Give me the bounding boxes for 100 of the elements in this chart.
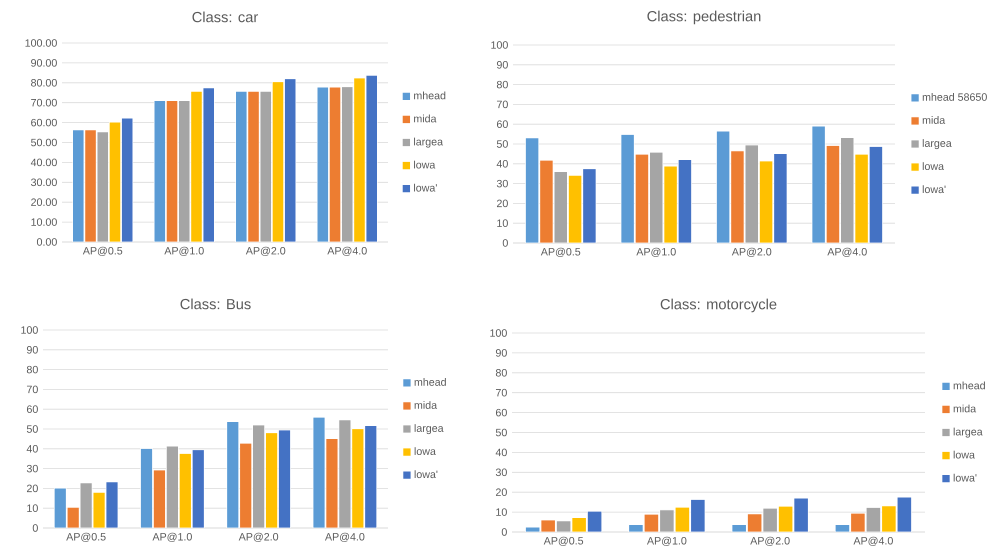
bar (312, 416, 326, 528)
chart-title: Class: Bus (180, 298, 251, 310)
y-tick-label: 20 (26, 484, 38, 492)
legend-label: largea (414, 424, 444, 434)
y-tick-label: 60 (26, 405, 38, 413)
y-tick-label: 20.00 (31, 198, 57, 206)
bar (762, 508, 778, 532)
bar (778, 506, 794, 532)
legend-label: lowa (414, 160, 436, 169)
x-tick-label: AP@1.0 (646, 536, 686, 546)
y-tick-label: 90.00 (31, 59, 57, 67)
bar (840, 137, 854, 243)
bar (190, 91, 202, 242)
legend-label: lowa (954, 450, 975, 459)
legend-label: mhead (414, 92, 446, 100)
y-tick-label: 50.00 (31, 138, 57, 146)
y-tick-label: 0 (502, 239, 508, 247)
bar (278, 430, 291, 528)
x-tick-label: AP@1.0 (164, 246, 204, 256)
y-tick-label: 60 (496, 120, 508, 128)
bar (66, 507, 80, 528)
x-tick-label: AP@4.0 (853, 536, 893, 546)
x-tick-label: AP@4.0 (324, 532, 364, 542)
y-tick-label: 10 (27, 504, 38, 512)
bar (248, 91, 260, 242)
legend-label: lowa (414, 447, 436, 456)
x-tick-label: AP@0.5 (544, 536, 584, 546)
bar (352, 428, 364, 528)
legend-label: lowa' (922, 185, 946, 194)
bar (226, 421, 240, 528)
bar (106, 482, 118, 528)
y-tick-label: 40 (26, 445, 38, 453)
y-tick-label: 90 (26, 346, 38, 354)
y-tick-label: 30 (26, 464, 38, 472)
y-tick-label: 80 (496, 369, 507, 377)
bar (866, 507, 881, 532)
bar (179, 453, 192, 528)
bar (54, 488, 67, 528)
x-tick-label: AP@4.0 (327, 246, 367, 256)
bar (72, 130, 84, 242)
bar (192, 449, 205, 528)
x-tick-label: AP@1.0 (636, 248, 676, 257)
y-tick-label: 40 (496, 160, 508, 168)
y-tick-label: 50 (496, 428, 507, 436)
y-tick-label: 80 (496, 80, 508, 88)
y-tick-label: 70 (496, 388, 507, 396)
x-tick-label: AP@1.0 (152, 532, 192, 542)
legend-label: largea (954, 428, 983, 438)
legend-label: mhead (414, 378, 446, 386)
bar (92, 492, 106, 528)
bar (166, 100, 178, 242)
y-tick-label: 70.00 (31, 98, 57, 106)
x-tick-label: AP@4.0 (827, 248, 867, 257)
y-tick-label: 50 (26, 425, 38, 433)
bar (364, 425, 378, 528)
y-tick-label: 0 (32, 524, 38, 532)
y-tick-label: 20 (496, 488, 507, 496)
bar (674, 506, 690, 532)
bar (109, 122, 121, 242)
bar (272, 81, 284, 242)
y-tick-label: 10 (496, 508, 507, 516)
legend-label: largea (922, 139, 952, 150)
bar (326, 438, 338, 528)
x-tick-label: AP@0.5 (82, 246, 122, 256)
x-tick-label: AP@0.5 (540, 248, 580, 257)
legend-label: lowa' (414, 184, 437, 192)
y-tick-label: 100 (490, 329, 507, 337)
y-tick-label: 30 (496, 180, 508, 188)
chart-title: Class: motorcycle (660, 298, 776, 312)
y-tick-label: 50 (496, 140, 508, 148)
y-tick-label: 40.00 (30, 158, 57, 166)
y-tick-label: 30 (496, 468, 507, 476)
bar (354, 78, 366, 242)
bar (235, 91, 248, 242)
bar (366, 75, 378, 242)
y-tick-label: 60 (496, 408, 507, 416)
y-tick-label: 80 (26, 366, 38, 374)
y-tick-label: 30.00 (31, 178, 57, 186)
bar (881, 506, 896, 532)
chart-title: Class: car (192, 12, 258, 22)
x-tick-label: AP@2.0 (238, 532, 278, 542)
x-tick-label: AP@2.0 (246, 246, 286, 256)
bar (284, 78, 296, 242)
y-tick-label: 100 (21, 326, 38, 334)
x-tick-label: AP@0.5 (66, 532, 106, 542)
bar (265, 432, 278, 528)
y-tick-label: 60.00 (31, 118, 57, 126)
x-tick-label: AP@2.0 (750, 536, 790, 546)
legend-label: lowa' (414, 470, 438, 478)
chart-title: Class: pedestrian (647, 10, 760, 24)
bar (329, 86, 341, 242)
y-tick-label: 90 (496, 61, 508, 69)
legend-label: lowa' (954, 474, 976, 482)
bar (554, 171, 568, 243)
y-tick-label: 90 (496, 349, 507, 357)
bar (202, 88, 215, 242)
bar (154, 100, 166, 242)
bar (239, 442, 252, 528)
y-tick-label: 70 (26, 386, 38, 394)
bar (84, 130, 96, 242)
